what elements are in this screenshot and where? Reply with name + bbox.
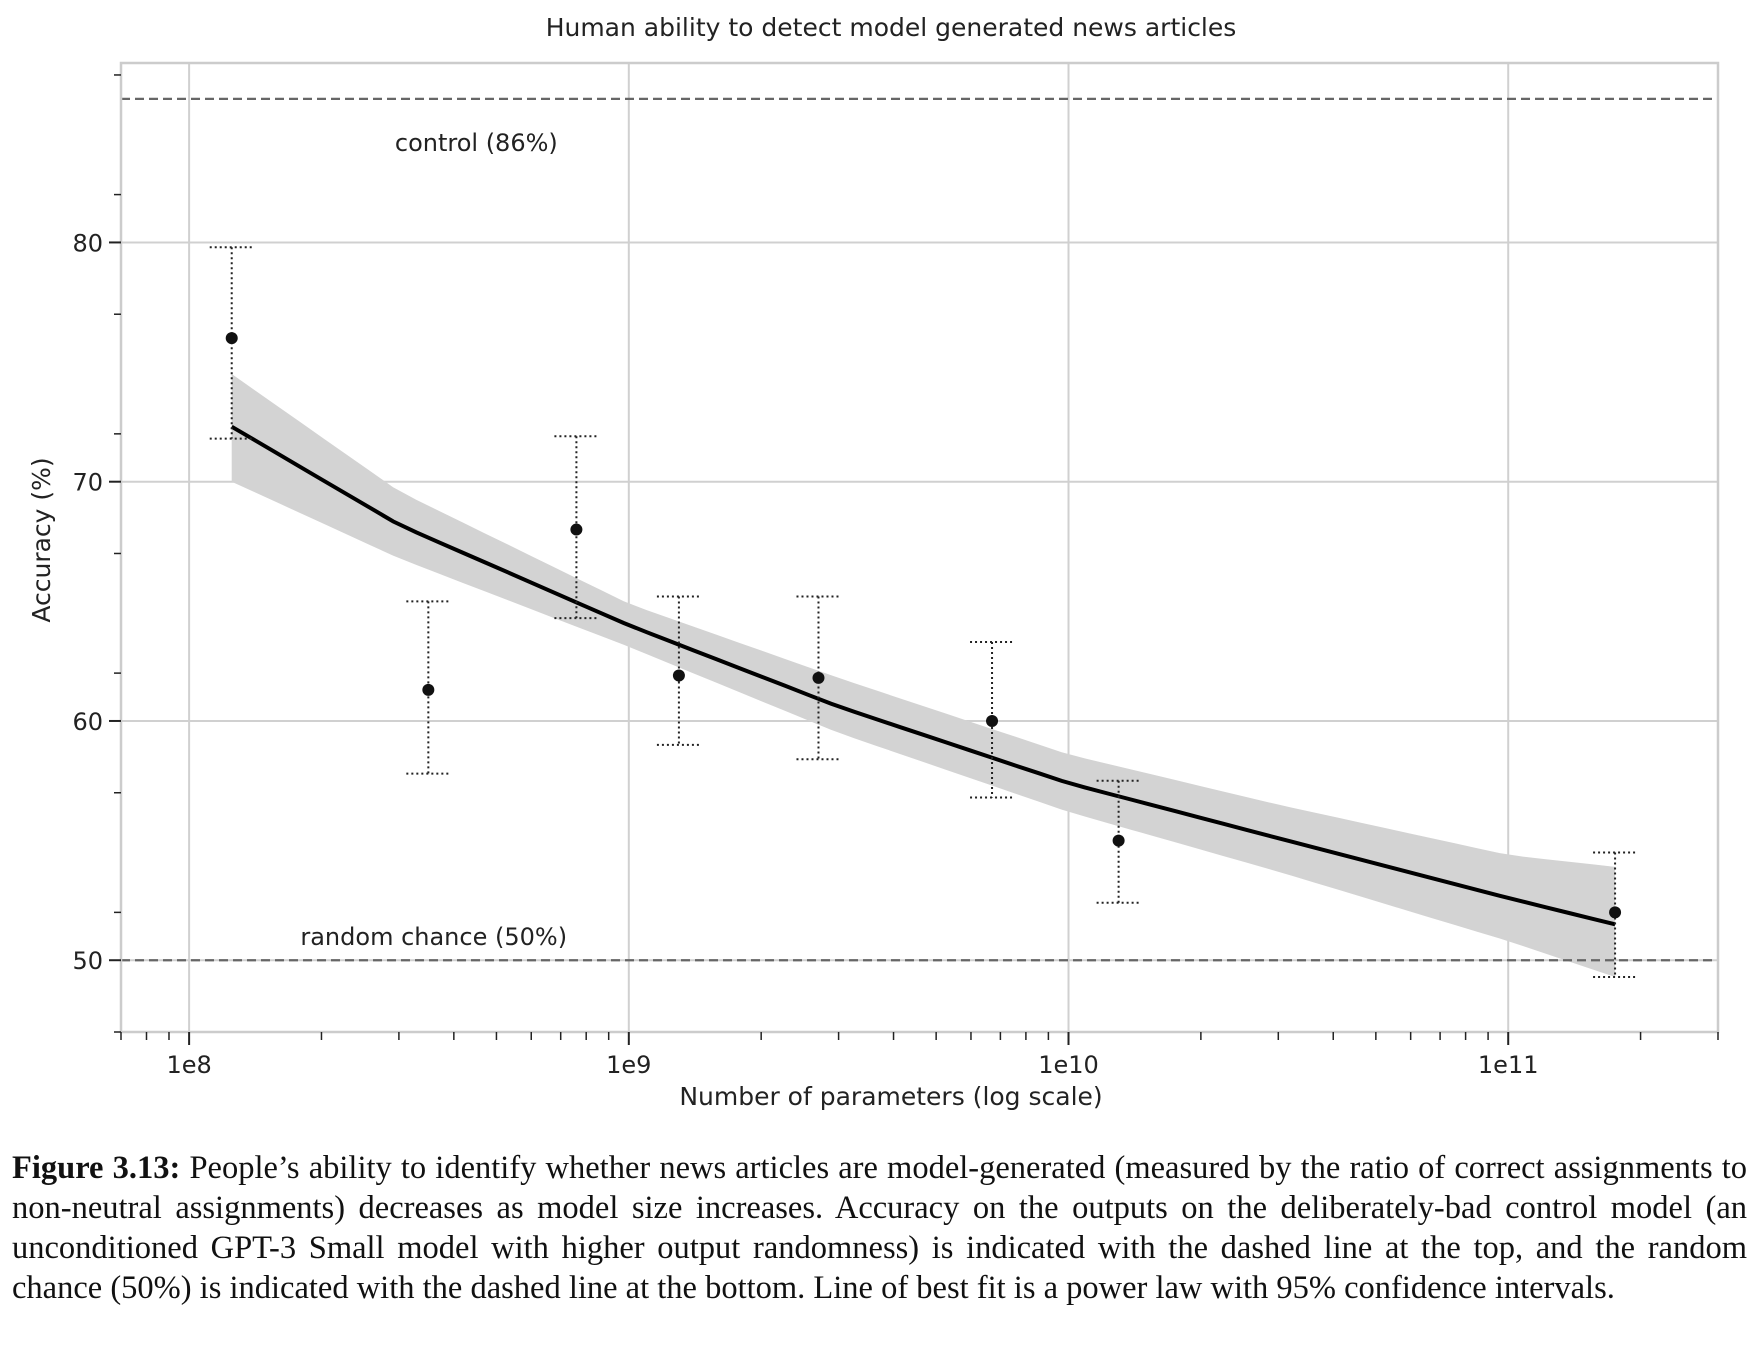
plot-frame — [119, 61, 1720, 1034]
data-point — [812, 671, 825, 684]
caption-text: People’s ability to identify whether new… — [12, 1150, 1748, 1306]
chart-title: Human ability to detect model generated … — [546, 13, 1237, 42]
chart: Human ability to detect model generated … — [27, 13, 1720, 1111]
fit-line-layer — [230, 424, 1616, 927]
reference-line-label: random chance (50%) — [300, 923, 567, 951]
data-point — [1609, 906, 1622, 919]
confidence-band — [231, 374, 1616, 977]
data-point — [672, 669, 685, 682]
data-point — [986, 714, 999, 727]
fit-line — [230, 424, 1616, 927]
y-tick-label: 50 — [72, 947, 103, 975]
caption-label: Figure 3.13: — [12, 1150, 181, 1186]
reference-line-label: control (86%) — [395, 129, 558, 157]
x-tick-label: 1e9 — [606, 1051, 651, 1079]
x-tick-label: 1e10 — [1038, 1051, 1099, 1079]
figure-caption: Figure 3.13: People’s ability to identif… — [12, 1148, 1747, 1308]
data-points — [225, 332, 1622, 919]
data-point — [225, 332, 238, 345]
axes: 50 60 70 80 1e8 1e9 1e10 1e11 — [72, 74, 1719, 1079]
data-point — [1112, 834, 1125, 847]
y-tick-label: 80 — [72, 229, 103, 257]
reference-lines: control (86%) random chance (50%) — [121, 97, 1718, 962]
confidence-band-layer — [231, 374, 1616, 977]
y-tick-label: 60 — [72, 708, 103, 736]
x-tick-label: 1e11 — [1478, 1051, 1539, 1079]
y-tick-label: 70 — [72, 469, 103, 497]
data-point — [422, 683, 435, 696]
data-point — [570, 523, 583, 536]
x-axis-label: Number of parameters (log scale) — [679, 1082, 1102, 1111]
y-axis-label: Accuracy (%) — [27, 457, 56, 622]
x-tick-label: 1e8 — [166, 1051, 211, 1079]
